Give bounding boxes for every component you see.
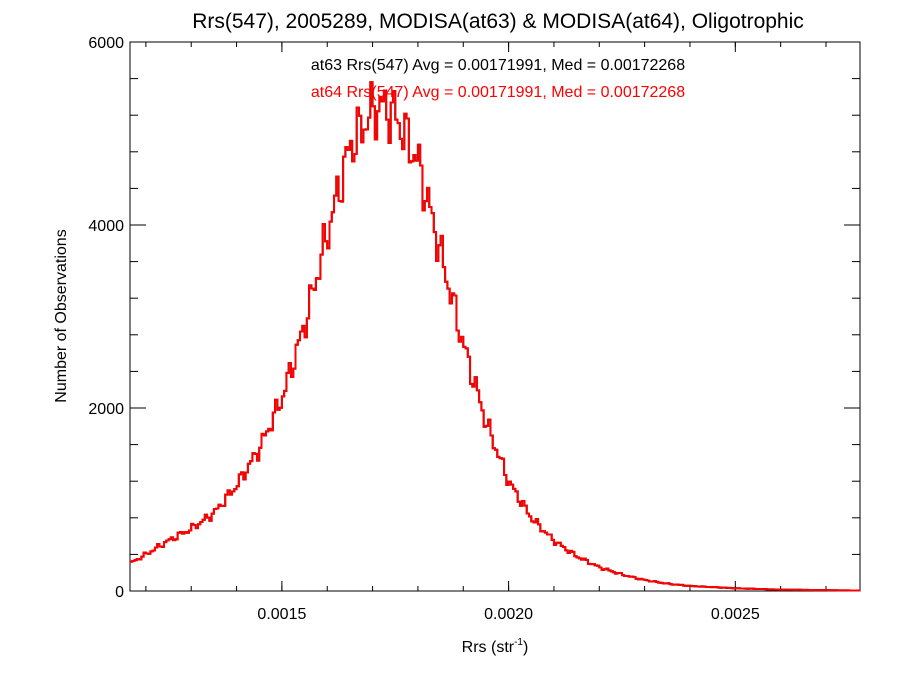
chart-title: Rrs(547), 2005289, MODISA(at63) & MODISA… (192, 10, 804, 33)
x-axis-label-close: ) (523, 639, 528, 656)
plot-frame (129, 41, 861, 592)
series-at64-histogram (130, 81, 860, 592)
y-tick-label: 4000 (88, 218, 124, 235)
annotation-at63: at63 Rrs(547) Avg = 0.00171991, Med = 0.… (311, 57, 685, 74)
y-tick-label: 0 (115, 584, 124, 601)
annotation-at64: at64 Rrs(547) Avg = 0.00171991, Med = 0.… (311, 84, 685, 101)
x-tick-label: 0.0020 (484, 606, 533, 623)
x-axis-label-superscript: -1 (514, 637, 523, 648)
x-axis-label-main: Rrs (str (462, 639, 515, 656)
x-tick-label: 0.0025 (711, 606, 760, 623)
x-axis-label: Rrs (str-1) (462, 637, 529, 656)
y-tick-label: 6000 (88, 35, 124, 52)
series-layer (130, 81, 860, 592)
series-at63-histogram (130, 81, 860, 592)
x-tick-label: 0.0015 (257, 606, 306, 623)
y-axis-label: Number of Observations (53, 229, 70, 402)
axis-ticks (130, 41, 860, 592)
axis-tick-labels: 0.0015 0.0020 0.0025 0 2000 4000 6000 (88, 35, 759, 623)
y-tick-label: 2000 (88, 401, 124, 418)
